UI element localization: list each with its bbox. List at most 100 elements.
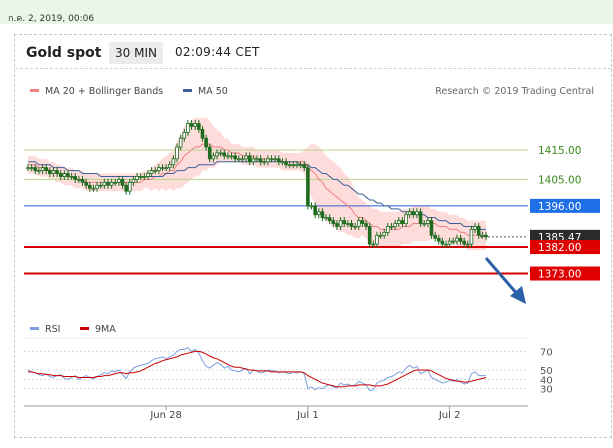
x-axis-ticks: Jun 28 Jul 1 Jul 2 <box>149 406 460 421</box>
candle-body <box>466 243 470 246</box>
candle-body <box>484 234 488 238</box>
rsi-legend-swatch <box>30 327 39 330</box>
candle-body <box>349 223 354 227</box>
candle-body <box>411 211 416 216</box>
candle-body <box>109 181 114 186</box>
candle-body <box>135 176 139 180</box>
candle-body <box>200 129 205 139</box>
candle-body <box>342 220 347 224</box>
candle-body <box>433 234 437 239</box>
candle-body <box>371 243 376 246</box>
candle-body <box>415 211 419 216</box>
candle-body <box>222 152 227 157</box>
candle-body <box>429 220 434 236</box>
candle-body <box>316 211 321 216</box>
candle-body <box>386 226 390 233</box>
candle-body <box>436 237 441 242</box>
timeframe-badge[interactable]: 30 MIN <box>109 42 163 64</box>
candle-body <box>451 240 456 243</box>
candle-body <box>91 187 96 190</box>
candle-body <box>87 184 92 189</box>
candle-body <box>244 155 248 160</box>
top-date-text: ก.ค. 2, 2019, 00:06 <box>8 14 95 24</box>
rsi-tick-label: 40 <box>540 375 553 386</box>
candle-body <box>69 176 74 178</box>
candle-body <box>251 158 256 163</box>
candle-body <box>33 167 38 171</box>
rsi-legend-label: RSI <box>45 324 60 335</box>
chart-panel: Gold spot 30 MIN 02:09:44 CET <box>14 34 612 438</box>
candle-body <box>444 243 448 246</box>
candle-body <box>178 137 183 148</box>
candle-body <box>124 184 128 192</box>
candle-body <box>204 137 208 148</box>
rsi-ma9-line <box>28 350 487 388</box>
candle-body <box>211 155 216 160</box>
candle-body <box>127 181 132 192</box>
bollinger-band-area <box>28 117 486 250</box>
chart-header: Gold spot 30 MIN 02:09:44 CET <box>15 35 611 69</box>
candle-body <box>51 170 56 174</box>
candle-body <box>113 181 118 184</box>
candle-body <box>255 158 259 161</box>
candle-body <box>240 158 245 161</box>
candle-body <box>327 217 332 221</box>
candle-body <box>215 152 219 157</box>
candle-body <box>29 167 34 170</box>
candle-body <box>164 167 168 170</box>
candle-body <box>367 226 372 245</box>
level-label-bg-1396.00 <box>530 198 600 213</box>
candle-body <box>44 167 48 171</box>
candle-body <box>102 181 107 186</box>
candle-body <box>160 167 165 170</box>
candle-body <box>382 231 387 236</box>
level-label-1396.00: 1396.00 <box>538 201 581 213</box>
candle-body <box>346 223 350 225</box>
candle-body <box>418 211 423 224</box>
x-tick-label: Jul 1 <box>296 410 319 421</box>
candle-body <box>277 158 281 163</box>
candle-body <box>182 131 187 139</box>
candle-body <box>331 220 336 224</box>
candle-body <box>258 158 263 163</box>
candle-body <box>233 155 237 160</box>
x-tick-label: Jul 2 <box>438 410 461 421</box>
candle-body <box>37 170 41 172</box>
candle-body <box>356 220 361 227</box>
candle-body <box>266 158 270 163</box>
ma20-legend-label: MA 20 + Bollinger Bands <box>45 86 163 97</box>
header-time: 02:09:44 CET <box>175 45 260 59</box>
candle-body <box>269 158 274 161</box>
candle-body <box>175 146 179 160</box>
rsi-tick-label: 50 <box>540 366 553 377</box>
candle-body <box>309 205 314 208</box>
candle-body <box>167 164 172 169</box>
candle-body <box>447 240 452 245</box>
candle-body <box>66 173 70 177</box>
candle-body <box>26 167 30 170</box>
candle-body <box>280 161 285 164</box>
candle-body <box>247 155 252 163</box>
candle-body <box>440 240 445 245</box>
candle-body <box>218 152 223 155</box>
candle-body <box>422 223 427 225</box>
candle-body <box>338 220 343 227</box>
candle-body <box>455 237 459 242</box>
candle-body <box>462 240 466 245</box>
ma20-legend-swatch <box>30 89 39 92</box>
candle-body <box>117 179 121 183</box>
candle-body <box>229 155 234 158</box>
top-date-bar: ก.ค. 2, 2019, 00:06 <box>0 0 613 24</box>
candle-body <box>306 167 310 207</box>
candle-body <box>407 211 412 216</box>
ma9-legend-label: 9MA <box>95 324 116 335</box>
candle-body <box>186 123 190 133</box>
candle-body <box>360 220 365 224</box>
candle-body <box>77 179 81 181</box>
candle-body <box>149 170 154 174</box>
rsi-tick-label: 30 <box>540 385 553 396</box>
candle-body <box>469 229 474 245</box>
ma50-legend-label: MA 50 <box>198 86 228 97</box>
